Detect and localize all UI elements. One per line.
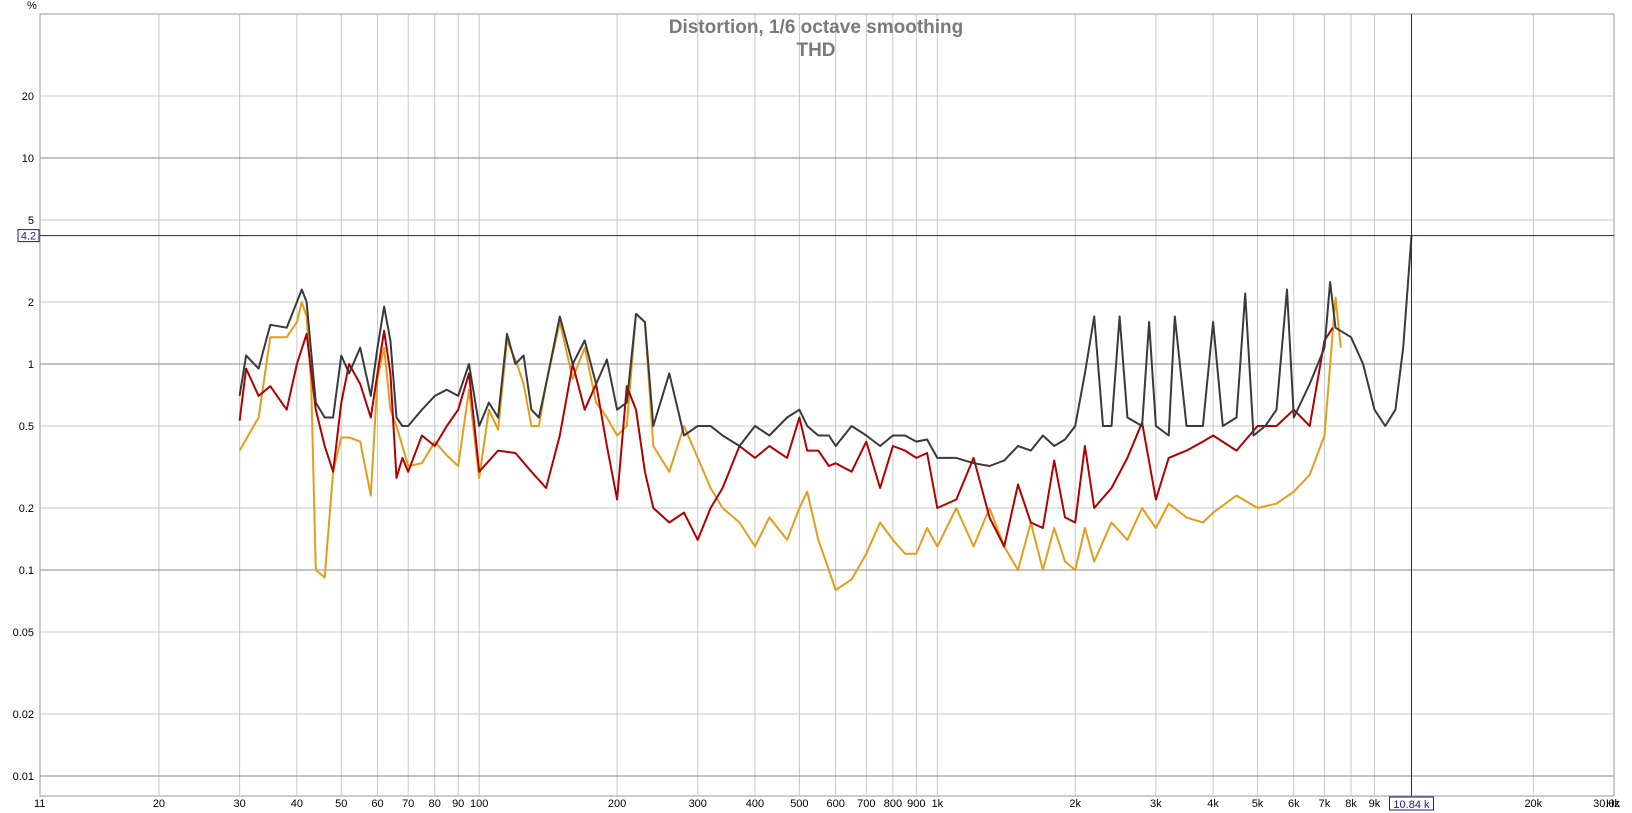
x-tick-label: 1k bbox=[931, 798, 943, 810]
x-tick-label: 20 bbox=[153, 798, 165, 810]
x-tick-label: 11 bbox=[34, 798, 45, 810]
x-tick-label: 20k bbox=[1524, 798, 1542, 810]
grid-lines bbox=[40, 14, 1614, 796]
cursor-y-label: 4.2 bbox=[21, 231, 36, 243]
x-tick-label: 4k bbox=[1207, 798, 1219, 810]
x-tick-label: 2k bbox=[1069, 798, 1081, 810]
x-tick-label: 700 bbox=[857, 798, 875, 810]
x-tick-label: 900 bbox=[907, 798, 925, 810]
x-tick-label: 30.0k bbox=[1593, 798, 1620, 810]
y-tick-label: 0.01 bbox=[13, 771, 34, 783]
chart-title: Distortion, 1/6 octave smoothing bbox=[669, 17, 964, 38]
x-tick-label: 600 bbox=[826, 798, 844, 810]
y-tick-label: 0.02 bbox=[13, 709, 34, 721]
x-tick-label: 40 bbox=[291, 798, 303, 810]
y-tick-label: 1 bbox=[28, 359, 34, 371]
x-tick-label: 400 bbox=[746, 798, 764, 810]
series-line-1 bbox=[238, 296, 1342, 591]
y-tick-label: 0.1 bbox=[19, 565, 34, 577]
x-unit-label: Hz bbox=[1606, 798, 1619, 810]
cursor-crosshair: 10.84 k 4.2 bbox=[17, 14, 1614, 811]
x-tick-label: 800 bbox=[884, 798, 902, 810]
x-tick-label: 80 bbox=[429, 798, 441, 810]
y-tick-label: 2 bbox=[28, 297, 34, 309]
x-axis-ticks: 11 20 30 40 50 60 70 80 90 100 200 300 400 500 600 700 8… bbox=[34, 798, 1620, 810]
plot-background bbox=[39, 13, 1615, 797]
series-group bbox=[238, 235, 1413, 591]
x-tick-label: 500 bbox=[790, 798, 808, 810]
y-axis-ticks: 0.01 0.02 0.05 0.1 0.2 0.5 1 2 5 10 20 bbox=[13, 91, 34, 783]
x-tick-label: 30 bbox=[233, 798, 245, 810]
series-line-3 bbox=[238, 235, 1413, 467]
y-tick-label: 5 bbox=[28, 215, 34, 227]
x-tick-label: 5k bbox=[1252, 798, 1264, 810]
y-tick-label: 10 bbox=[22, 153, 34, 165]
x-tick-label: 100 bbox=[470, 798, 488, 810]
x-tick-label: 200 bbox=[608, 798, 626, 810]
x-tick-label: 90 bbox=[452, 798, 464, 810]
y-tick-label: 20 bbox=[22, 91, 34, 103]
cursor-x-label-box bbox=[1388, 796, 1434, 811]
x-tick-label: 70 bbox=[402, 798, 414, 810]
x-tick-label: 9k bbox=[1369, 798, 1381, 810]
chart-subtitle: THD bbox=[796, 40, 835, 61]
x-tick-label: 60 bbox=[371, 798, 383, 810]
x-tick-label: 50 bbox=[335, 798, 347, 810]
y-tick-label: 0.2 bbox=[19, 503, 34, 515]
x-tick-label: 3k bbox=[1150, 798, 1162, 810]
series-line-2 bbox=[238, 327, 1334, 548]
y-tick-label: 0.05 bbox=[13, 627, 34, 639]
cursor-y-label-box bbox=[17, 229, 40, 243]
y-unit-label: % bbox=[27, 0, 37, 12]
x-tick-label: 8k bbox=[1345, 798, 1357, 810]
cursor-x-label: 10.84 k bbox=[1393, 799, 1430, 811]
x-tick-label: 7k bbox=[1319, 798, 1331, 810]
y-tick-label: 0.5 bbox=[19, 421, 34, 433]
x-tick-label: 6k bbox=[1288, 798, 1300, 810]
x-tick-label: 300 bbox=[689, 798, 707, 810]
